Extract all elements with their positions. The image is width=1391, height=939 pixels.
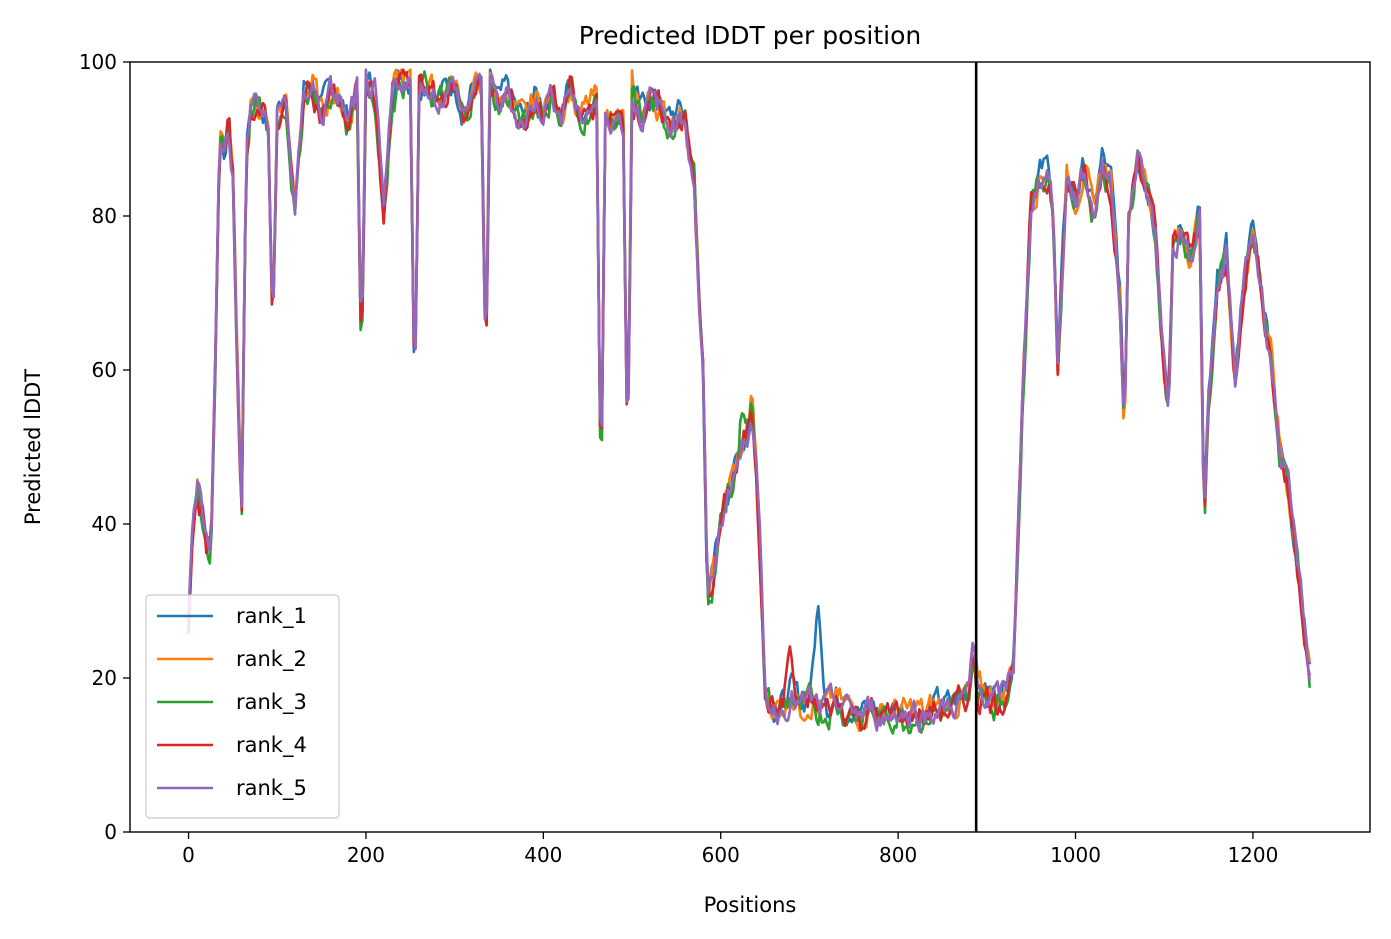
- legend-box: [145, 594, 340, 819]
- y-tick-label: 0: [104, 820, 117, 844]
- y-axis-label: Predicted lDDT: [21, 369, 45, 525]
- x-tick-label: 800: [879, 843, 917, 867]
- x-axis-label: Positions: [704, 893, 797, 917]
- y-tick-label: 80: [92, 204, 117, 228]
- y-tick-label: 20: [92, 666, 117, 690]
- legend-label: rank_2: [236, 647, 307, 672]
- series-line-rank-5: [187, 68, 1311, 733]
- chart-title: Predicted lDDT per position: [579, 21, 921, 50]
- x-tick-label: 200: [347, 843, 385, 867]
- legend-label: rank_3: [236, 690, 307, 715]
- y-tick-label: 60: [92, 358, 117, 382]
- legend-label: rank_4: [236, 733, 307, 758]
- y-axis: 0 20 40 60 80 100: [79, 50, 130, 844]
- legend: rank_1 rank_2 rank_3 rank_4 rank_5: [145, 594, 340, 819]
- plot-frame: [129, 61, 1371, 833]
- x-tick-label: 0: [182, 843, 195, 867]
- x-tick-label: 600: [702, 843, 740, 867]
- x-tick-label: 1200: [1227, 843, 1278, 867]
- x-tick-label: 400: [524, 843, 562, 867]
- legend-label: rank_1: [236, 604, 307, 629]
- legend-label: rank_5: [236, 776, 307, 801]
- y-tick-label: 40: [92, 512, 117, 536]
- x-tick-label: 1000: [1050, 843, 1101, 867]
- y-tick-label: 100: [79, 50, 117, 74]
- series-layer: [187, 68, 1311, 735]
- x-axis: 0 200 400 600 800 1000 1200: [182, 832, 1278, 867]
